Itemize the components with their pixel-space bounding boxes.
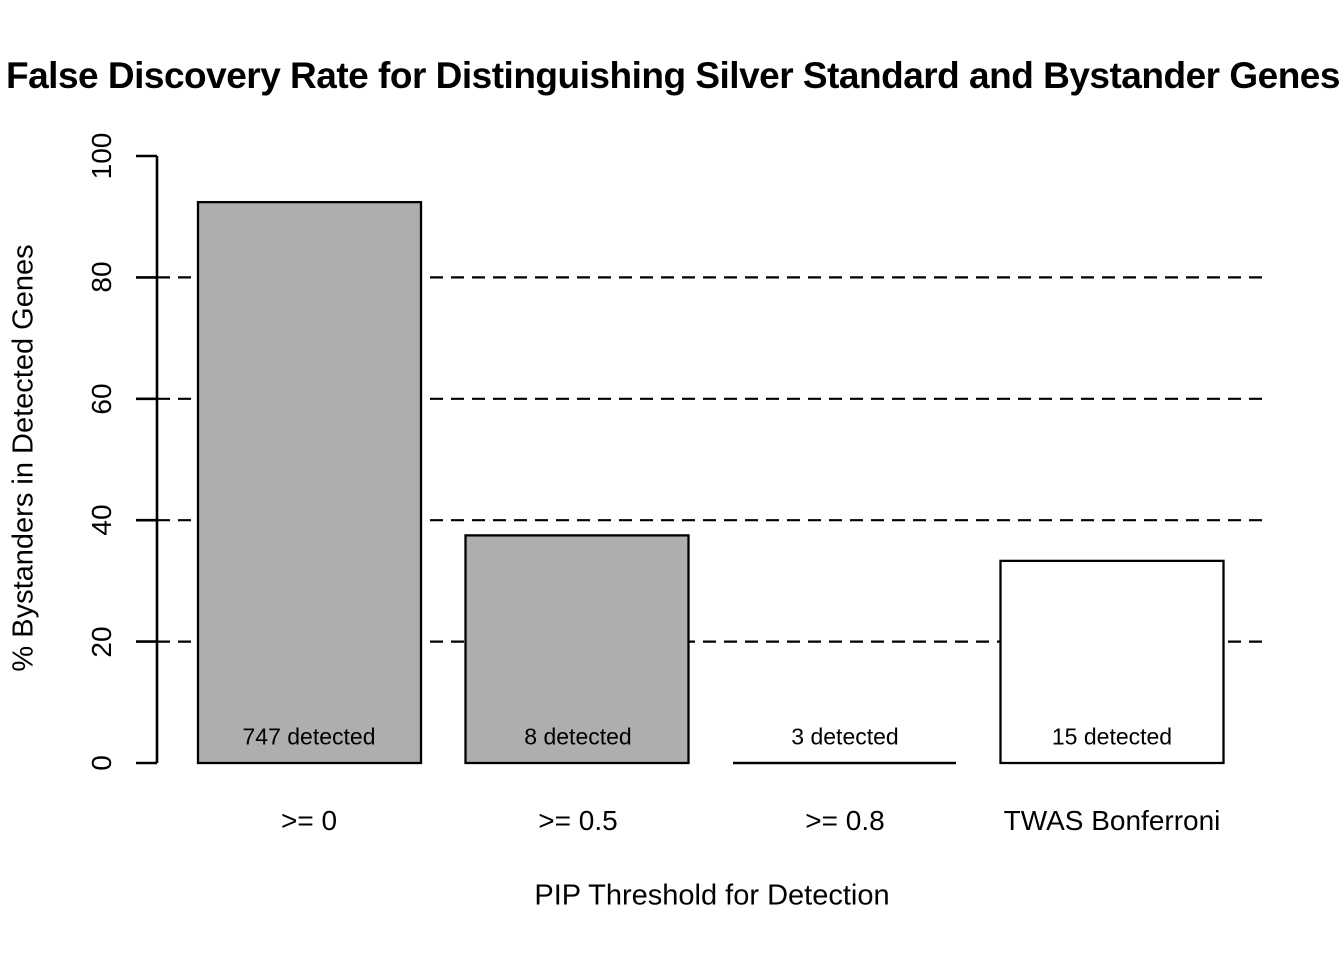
x-tick-label: TWAS Bonferroni [1003,805,1221,836]
bar-count-label: 747 detected [242,723,376,750]
chart-title: False Discovery Rate for Distinguishing … [6,55,1340,96]
y-tick-label: 100 [86,132,117,180]
bar-count-label: 8 detected [524,723,632,750]
bar [464,534,690,765]
bar-count-label: 15 detected [1051,723,1173,750]
y-tick-label: 20 [86,626,117,658]
y-tick-label: 60 [86,383,117,415]
y-tick-label: 40 [86,504,117,536]
y-tick-label: 0 [86,755,117,771]
x-tick-label: >= 0 [280,805,338,836]
x-tick-label: >= 0.5 [538,805,618,836]
bar [196,200,423,765]
bar-count-label: 3 detected [791,723,899,750]
bar [999,559,1225,765]
y-tick-label: 80 [86,261,117,293]
x-tick-label: >= 0.8 [805,805,885,836]
y-axis-title: % Bystanders in Detected Genes [7,244,40,672]
x-axis-title: PIP Threshold for Detection [534,879,890,912]
